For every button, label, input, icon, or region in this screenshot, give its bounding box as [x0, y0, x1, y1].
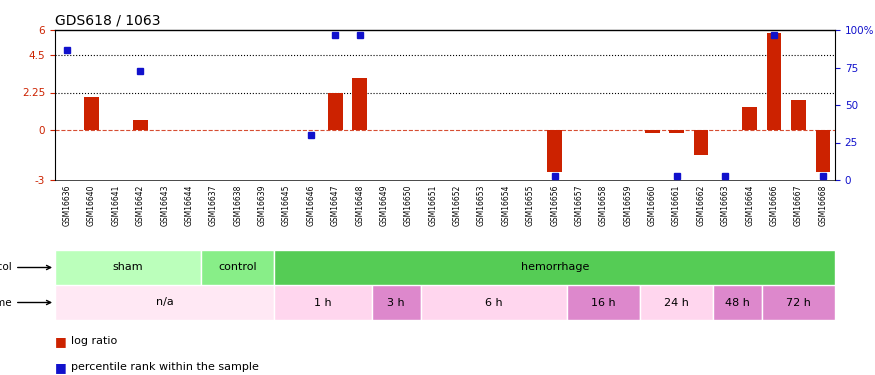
Bar	[762, 285, 835, 320]
Bar	[55, 250, 201, 285]
Text: sham: sham	[113, 262, 144, 273]
Text: ■: ■	[55, 335, 66, 348]
Bar	[133, 120, 148, 130]
Bar	[669, 130, 684, 132]
Text: 48 h: 48 h	[725, 297, 750, 307]
Bar	[548, 130, 562, 172]
Text: 3 h: 3 h	[388, 297, 405, 307]
Bar	[372, 285, 421, 320]
Text: hemorrhage: hemorrhage	[521, 262, 589, 273]
Bar	[791, 100, 806, 130]
Text: time: time	[0, 297, 51, 307]
Bar	[84, 97, 99, 130]
Text: 72 h: 72 h	[786, 297, 811, 307]
Bar	[275, 250, 835, 285]
Text: 6 h: 6 h	[485, 297, 502, 307]
Bar	[766, 33, 781, 130]
Bar	[742, 106, 757, 130]
Bar	[567, 285, 640, 320]
Bar	[694, 130, 708, 155]
Bar	[275, 285, 372, 320]
Bar	[713, 285, 762, 320]
Text: 16 h: 16 h	[592, 297, 616, 307]
Bar	[328, 93, 343, 130]
Bar	[640, 285, 713, 320]
Text: n/a: n/a	[156, 297, 173, 307]
Text: 1 h: 1 h	[314, 297, 332, 307]
Text: ■: ■	[55, 361, 66, 374]
Text: percentile rank within the sample: percentile rank within the sample	[71, 363, 259, 372]
Text: log ratio: log ratio	[71, 336, 117, 346]
Text: protocol: protocol	[0, 262, 51, 273]
Text: GDS618 / 1063: GDS618 / 1063	[55, 13, 160, 27]
Bar	[201, 250, 275, 285]
Bar	[421, 285, 567, 320]
Bar	[55, 285, 275, 320]
Bar	[816, 130, 830, 172]
Text: 24 h: 24 h	[664, 297, 689, 307]
Bar	[353, 78, 367, 130]
Bar	[645, 130, 660, 134]
Text: control: control	[219, 262, 257, 273]
